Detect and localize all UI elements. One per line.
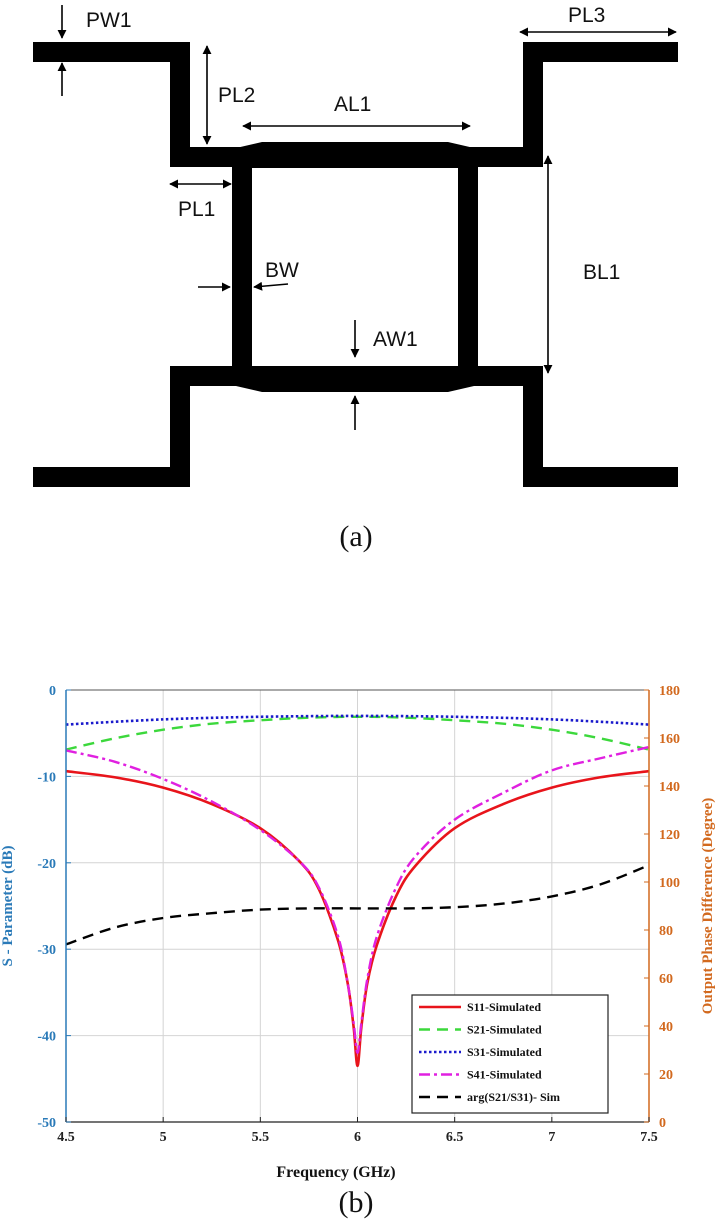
y-tick-label: -50: [37, 1116, 56, 1131]
label-pw1: PW1: [86, 9, 132, 32]
label-pl3: PL3: [568, 4, 605, 27]
top-wide-arm: [236, 142, 474, 168]
y2-tick-label: 120: [659, 828, 680, 843]
y2-tick-label: 140: [659, 780, 680, 795]
y-axis-label-right: Output Phase Difference (Degree): [700, 798, 716, 1014]
curve-layer: [65, 714, 650, 1068]
legend-label: arg(S21/S31)- Sim: [467, 1090, 560, 1104]
bw-arrow-right: [253, 281, 289, 291]
legend-label: S11-Simulated: [467, 1000, 541, 1014]
y2-tick-label: 160: [659, 732, 680, 747]
label-al1: AL1: [334, 93, 371, 116]
legend-label: S41-Simulated: [467, 1068, 542, 1082]
dimension-labels: PW1 PL2 PL3 AL1 PL1 BW BL1 AW1: [86, 4, 620, 351]
y2-tick-label: 60: [659, 972, 673, 987]
x-tick-label: 7: [548, 1130, 555, 1145]
legend-items: S11-Simulated S21-Simulated S31-Simulated S…: [419, 1000, 560, 1104]
series-line-s31-simulated: [65, 714, 650, 726]
x-axis-label: Frequency (GHz): [276, 1164, 395, 1181]
y2-tick-label: 80: [659, 924, 673, 939]
label-pl2: PL2: [218, 84, 255, 107]
y2-tick-label: 100: [659, 876, 680, 891]
y-tick-label: -20: [37, 857, 56, 872]
label-bl1: BL1: [583, 261, 620, 284]
label-aw1: AW1: [373, 328, 418, 351]
microstrip-traces: [33, 42, 678, 487]
port4-trace: [465, 42, 678, 167]
legend-label: S31-Simulated: [467, 1045, 542, 1059]
label-bw: BW: [265, 259, 299, 282]
port2-trace: [33, 366, 250, 487]
x-tick-label: 5: [160, 1130, 167, 1145]
x-tick-label: 7.5: [640, 1130, 658, 1145]
port3-trace: [465, 366, 678, 487]
series-line-s41-simulated: [65, 745, 650, 1055]
legend: S11-Simulated S21-Simulated S31-Simulated S…: [411, 994, 609, 1114]
dimension-arrows: [57, 5, 677, 430]
y-tick-label: -30: [37, 943, 56, 958]
y2-tick-label: 40: [659, 1020, 673, 1035]
caption-a: (a): [339, 520, 372, 553]
series-line-s11-simulated: [65, 769, 650, 1068]
x-tick-label: 5.5: [252, 1130, 270, 1145]
x-tick-label: 6.5: [446, 1130, 464, 1145]
caption-b: (b): [339, 1186, 374, 1219]
coupler-layout-diagram: PW1 PL2 PL3 AL1 PL1 BW BL1 AW1 (a): [33, 4, 678, 553]
label-pl1: PL1: [178, 198, 215, 221]
legend-label: S21-Simulated: [467, 1023, 542, 1037]
y2-tick-label: 0: [659, 1116, 666, 1131]
y-tick-label: -40: [37, 1030, 56, 1045]
tick-layer: 4.5 5 5.5 6 6.5 7 7.50-10-20-30-40-50180160140…: [37, 684, 680, 1145]
y-tick-label: -10: [37, 770, 56, 785]
x-tick-label: 4.5: [57, 1130, 75, 1145]
y-tick-label: 0: [49, 684, 56, 699]
legend-box: [411, 994, 609, 1114]
y2-tick-label: 20: [659, 1068, 673, 1083]
s-parameter-chart: 4.5 5 5.5 6 6.5 7 7.50-10-20-30-40-50180160140…: [0, 684, 716, 1219]
y-axis-label-left: S - Parameter (dB): [0, 846, 16, 967]
series-line-arg-s21-s31-sim: [65, 864, 650, 946]
port1-trace: [33, 42, 250, 167]
y2-tick-label: 180: [659, 684, 680, 699]
bottom-wide-arm: [236, 366, 474, 392]
x-tick-label: 6: [354, 1130, 361, 1145]
